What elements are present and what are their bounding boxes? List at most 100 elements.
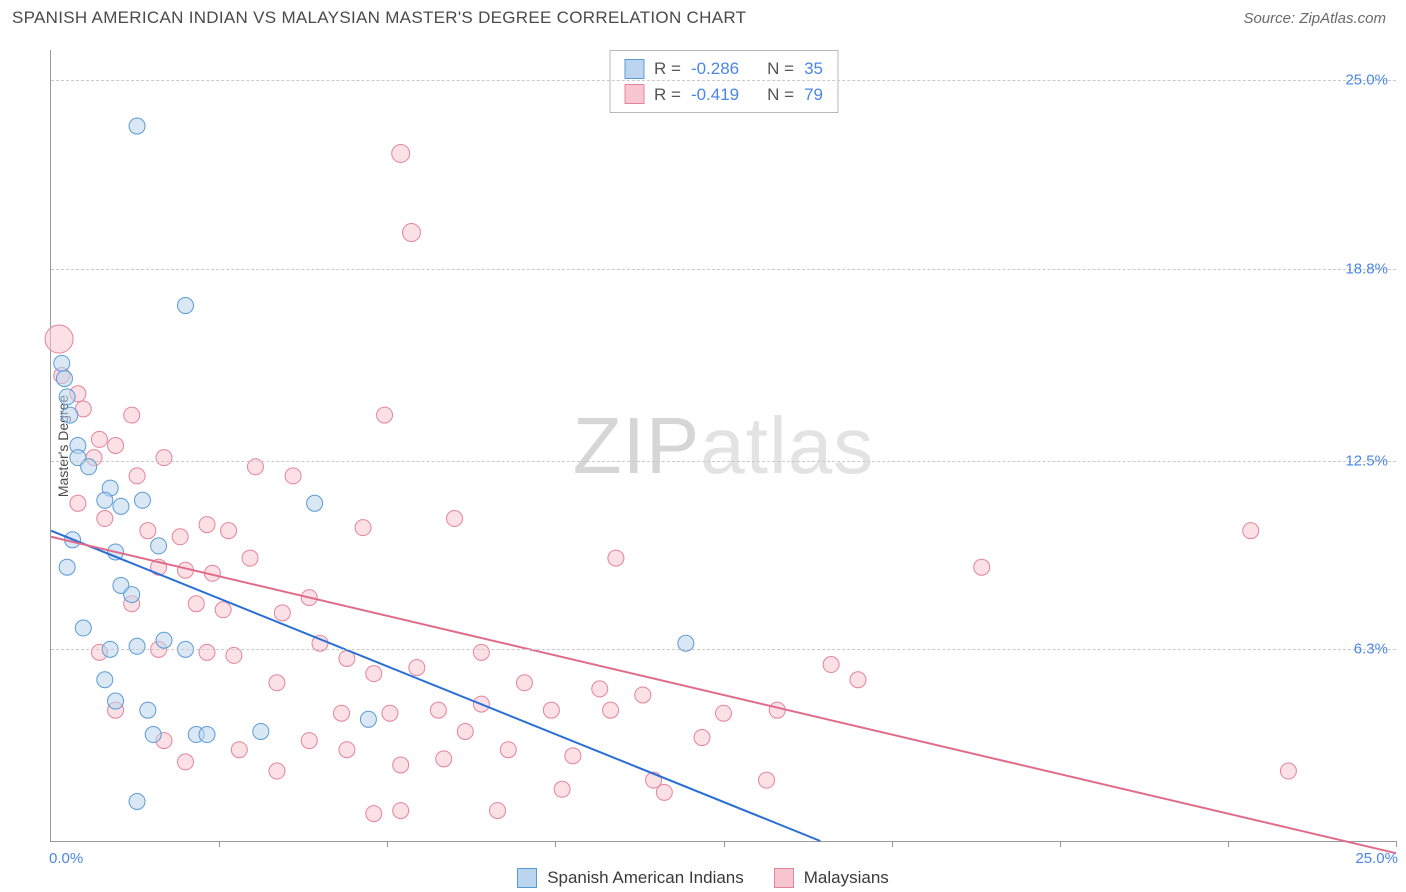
data-point: [215, 602, 231, 618]
chart-area: ZIPatlas R =-0.286N =35R =-0.419N =79 0.…: [50, 50, 1396, 842]
data-point: [269, 763, 285, 779]
stat-r-label: R =: [654, 56, 681, 82]
data-point: [274, 605, 290, 621]
data-point: [269, 675, 285, 691]
data-point: [129, 118, 145, 134]
legend-item-series2: Malaysians: [774, 868, 889, 888]
data-point: [759, 772, 775, 788]
data-point: [355, 520, 371, 536]
data-point: [543, 702, 559, 718]
stat-swatch: [624, 84, 644, 104]
grid-line: [51, 461, 1396, 462]
data-point: [124, 407, 140, 423]
data-point: [307, 495, 323, 511]
legend-stat-row: R =-0.286N =35: [624, 56, 823, 82]
data-point: [592, 681, 608, 697]
x-tick: [219, 841, 220, 847]
data-point: [409, 660, 425, 676]
data-point: [129, 468, 145, 484]
data-point: [608, 550, 624, 566]
grid-line: [51, 269, 1396, 270]
data-point: [339, 742, 355, 758]
data-point: [231, 742, 247, 758]
y-tick-label: 18.8%: [1345, 261, 1388, 278]
data-point: [75, 620, 91, 636]
data-point: [447, 511, 463, 527]
data-point: [565, 748, 581, 764]
data-point: [694, 730, 710, 746]
data-point: [457, 723, 473, 739]
data-point: [436, 751, 452, 767]
data-point: [91, 431, 107, 447]
data-point: [500, 742, 516, 758]
data-point: [199, 644, 215, 660]
data-point: [129, 793, 145, 809]
data-point: [199, 517, 215, 533]
plot-svg: [51, 50, 1396, 841]
data-point: [178, 754, 194, 770]
legend-stat-row: R = -0.419 N = 79: [624, 82, 823, 108]
data-point: [70, 495, 86, 511]
data-point: [382, 705, 398, 721]
stat-r-label: R =: [654, 82, 681, 108]
stat-n-value: 35: [804, 56, 823, 82]
legend-series: Spanish American Indians Malaysians: [0, 868, 1406, 888]
data-point: [285, 468, 301, 484]
data-point: [188, 596, 204, 612]
grid-line: [51, 80, 1396, 81]
data-point: [199, 727, 215, 743]
x-tick: [892, 841, 893, 847]
data-point: [56, 371, 72, 387]
data-point: [134, 492, 150, 508]
data-point: [430, 702, 446, 718]
grid-line: [51, 649, 1396, 650]
data-point: [129, 638, 145, 654]
data-point: [124, 587, 140, 603]
data-point: [156, 450, 172, 466]
data-point: [45, 325, 73, 353]
data-point: [108, 693, 124, 709]
data-point: [151, 538, 167, 554]
data-point: [59, 389, 75, 405]
data-point: [97, 511, 113, 527]
stat-n-value: 79: [804, 82, 823, 108]
data-point: [334, 705, 350, 721]
data-point: [54, 355, 70, 371]
data-point: [393, 803, 409, 819]
legend-label-series1: Spanish American Indians: [547, 868, 744, 888]
stat-r-value: -0.419: [691, 82, 739, 108]
data-point: [516, 675, 532, 691]
legend-stats: R =-0.286N =35R =-0.419N =79: [609, 50, 838, 113]
data-point: [97, 672, 113, 688]
data-point: [301, 733, 317, 749]
data-point: [178, 298, 194, 314]
data-point: [253, 723, 269, 739]
data-point: [393, 757, 409, 773]
data-point: [62, 407, 78, 423]
x-tick: [1060, 841, 1061, 847]
data-point: [360, 711, 376, 727]
data-point: [366, 666, 382, 682]
x-tick: [1396, 841, 1397, 847]
data-point: [392, 144, 410, 162]
stat-swatch: [624, 59, 644, 79]
data-point: [156, 632, 172, 648]
y-tick-label: 25.0%: [1345, 72, 1388, 89]
y-tick-label: 6.3%: [1354, 641, 1388, 658]
legend-label-series2: Malaysians: [804, 868, 889, 888]
data-point: [1280, 763, 1296, 779]
data-point: [108, 438, 124, 454]
x-tick: [555, 841, 556, 847]
data-point: [473, 644, 489, 660]
data-point: [402, 224, 420, 242]
data-point: [1243, 523, 1259, 539]
x-axis-max-label: 25.0%: [1355, 850, 1398, 867]
data-point: [635, 687, 651, 703]
stat-n-label: N =: [767, 56, 794, 82]
chart-title: SPANISH AMERICAN INDIAN VS MALAYSIAN MAS…: [12, 8, 746, 28]
swatch-series2: [774, 868, 794, 888]
regression-line: [51, 531, 820, 841]
stat-n-label: N =: [767, 82, 794, 108]
data-point: [140, 702, 156, 718]
data-point: [769, 702, 785, 718]
